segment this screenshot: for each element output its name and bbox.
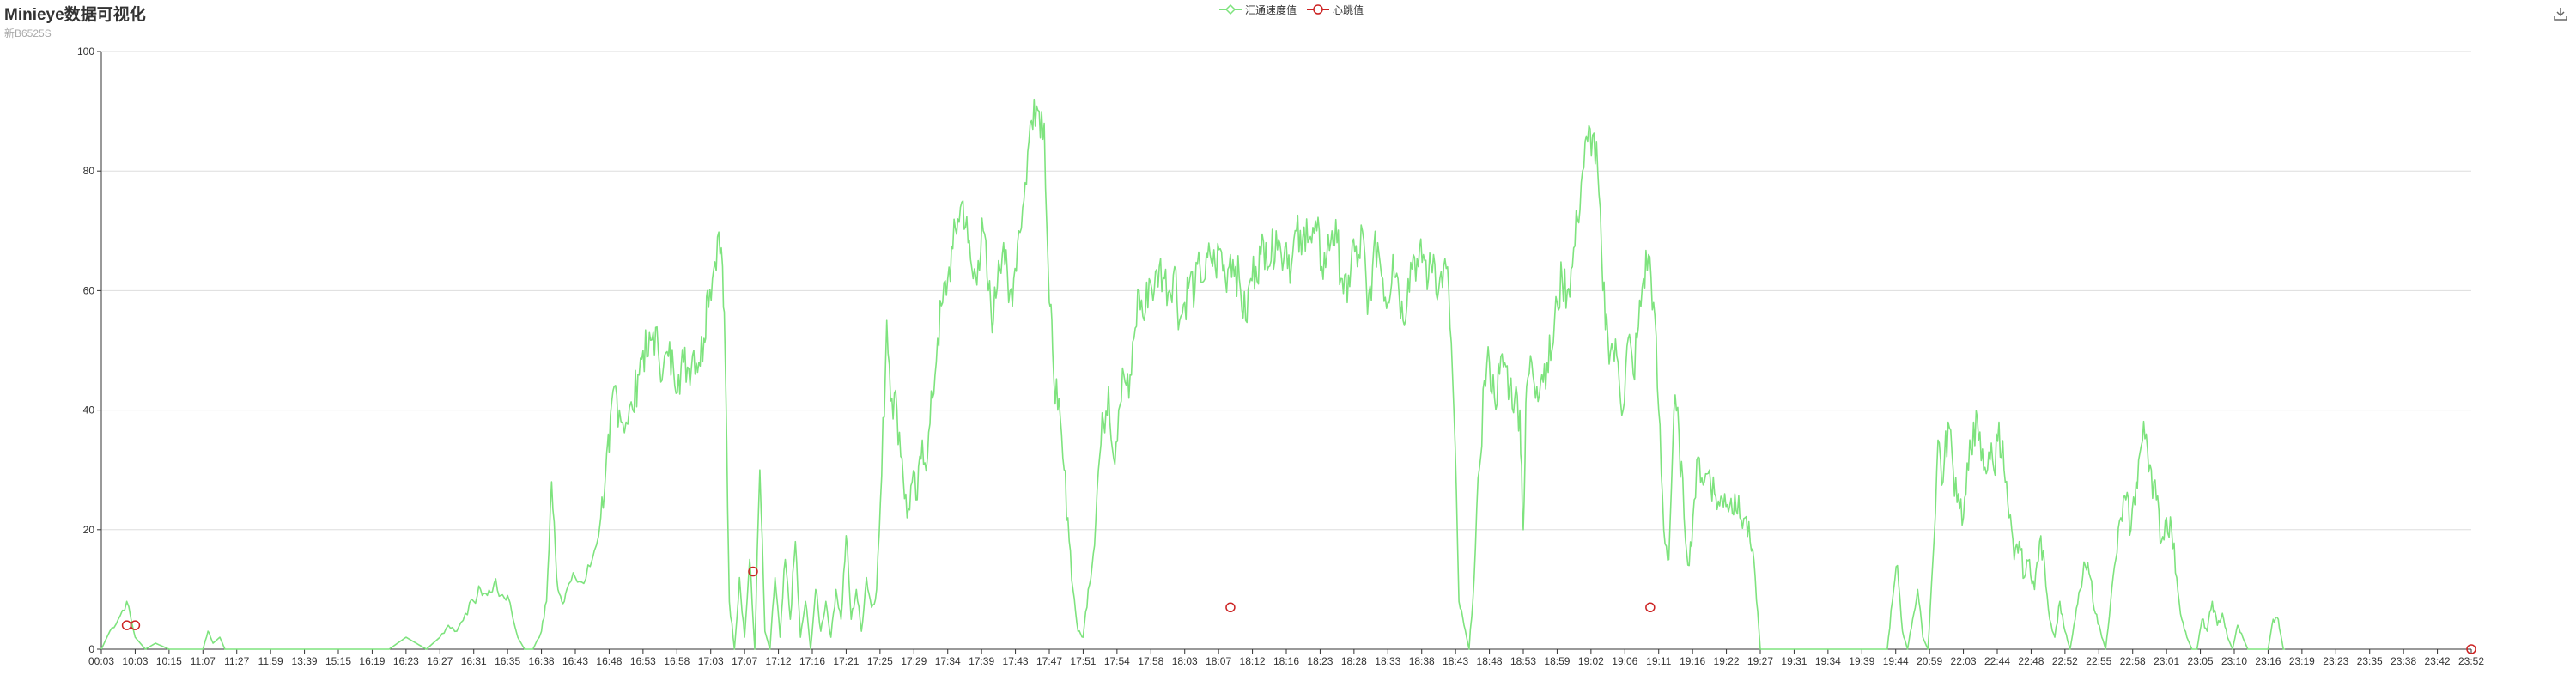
y-tick-label: 40 (83, 404, 95, 416)
x-tick-label: 16:23 (393, 655, 419, 667)
y-tick-label: 0 (88, 643, 94, 655)
x-tick-label: 22:03 (1951, 655, 1977, 667)
x-tick-label: 23:38 (2391, 655, 2416, 667)
legend-diamond-icon (1219, 3, 1242, 15)
x-tick-label: 18:07 (1206, 655, 1231, 667)
x-tick-label: 11:07 (191, 655, 216, 667)
x-tick-label: 16:58 (664, 655, 690, 667)
legend-item-speed[interactable]: 汇通速度值 (1219, 3, 1297, 17)
x-tick-label: 17:43 (1003, 655, 1029, 667)
x-tick-label: 23:42 (2425, 655, 2451, 667)
x-tick-label: 18:38 (1409, 655, 1435, 667)
page-subtitle: 新B6525S (4, 27, 52, 40)
x-tick-label: 23:35 (2357, 655, 2383, 667)
x-tick-label: 18:03 (1172, 655, 1198, 667)
x-tick-label: 15:15 (325, 655, 351, 667)
heartbeat-point (748, 566, 758, 577)
x-tick-label: 18:23 (1307, 655, 1333, 667)
x-tick-label: 10:03 (122, 655, 148, 667)
x-tick-label: 17:29 (901, 655, 927, 667)
x-tick-label: 18:12 (1240, 655, 1266, 667)
x-tick-label: 17:25 (867, 655, 893, 667)
x-tick-label: 19:27 (1747, 655, 1773, 667)
x-tick-label: 23:23 (2323, 655, 2348, 667)
heartbeat-point (2466, 644, 2476, 654)
x-tick-label: 19:16 (1680, 655, 1705, 667)
x-tick-label: 17:07 (732, 655, 757, 667)
x-tick-label: 23:19 (2289, 655, 2315, 667)
x-tick-label: 16:27 (427, 655, 453, 667)
x-tick-label: 17:16 (799, 655, 825, 667)
heartbeat-point (130, 620, 141, 630)
x-tick-label: 19:39 (1849, 655, 1874, 667)
x-tick-label: 16:48 (596, 655, 622, 667)
x-tick-label: 19:06 (1612, 655, 1637, 667)
x-tick-label: 19:44 (1883, 655, 1909, 667)
x-tick-label: 22:44 (1984, 655, 2010, 667)
heartbeat-point (1225, 602, 1236, 613)
x-tick-label: 17:34 (935, 655, 961, 667)
download-icon[interactable] (2552, 5, 2569, 22)
legend-circle-icon (1307, 4, 1330, 15)
x-tick-label: 23:05 (2188, 655, 2214, 667)
legend-label-speed: 汇通速度值 (1245, 3, 1297, 16)
x-tick-label: 18:53 (1510, 655, 1536, 667)
x-tick-label: 18:59 (1544, 655, 1570, 667)
legend-label-heartbeat: 心跳值 (1333, 3, 1364, 16)
x-tick-label: 16:35 (495, 655, 520, 667)
x-tick-label: 23:52 (2458, 655, 2484, 667)
x-tick-label: 17:39 (969, 655, 994, 667)
x-tick-label: 17:03 (698, 655, 724, 667)
heartbeat-point (121, 620, 132, 630)
x-tick-label: 11:27 (224, 655, 249, 667)
x-tick-label: 23:01 (2154, 655, 2179, 667)
y-tick-label: 20 (83, 524, 95, 536)
x-tick-label: 16:38 (529, 655, 555, 667)
x-tick-label: 19:22 (1714, 655, 1740, 667)
x-tick-label: 00:03 (88, 655, 114, 667)
legend-item-heartbeat[interactable]: 心跳值 (1307, 3, 1364, 17)
x-tick-label: 16:43 (562, 655, 588, 667)
x-tick-label: 22:58 (2120, 655, 2146, 667)
y-tick-label: 100 (77, 46, 94, 58)
x-tick-label: 16:19 (359, 655, 385, 667)
x-tick-label: 16:31 (461, 655, 487, 667)
x-tick-label: 17:54 (1104, 655, 1130, 667)
x-tick-label: 18:33 (1375, 655, 1400, 667)
series-line-speed (100, 98, 2286, 650)
x-tick-label: 18:43 (1443, 655, 1468, 667)
x-tick-label: 22:55 (2086, 655, 2111, 667)
x-tick-label: 19:31 (1781, 655, 1807, 667)
page-title: Minieye数据可视化 (4, 6, 146, 24)
x-tick-label: 17:51 (1070, 655, 1096, 667)
x-tick-label: 20:59 (1917, 655, 1942, 667)
heartbeat-point (1645, 602, 1656, 613)
x-tick-label: 11:59 (258, 655, 283, 667)
x-tick-label: 18:16 (1273, 655, 1299, 667)
x-tick-label: 23:16 (2255, 655, 2281, 667)
x-tick-label: 17:12 (766, 655, 792, 667)
x-tick-label: 19:02 (1578, 655, 1604, 667)
x-tick-label: 22:52 (2052, 655, 2078, 667)
x-tick-label: 19:34 (1815, 655, 1841, 667)
x-tick-label: 23:10 (2221, 655, 2247, 667)
y-tick-label: 60 (83, 284, 95, 296)
y-tick-label: 80 (83, 165, 95, 177)
x-tick-label: 10:15 (156, 655, 182, 667)
chart-legend: 汇通速度值 心跳值 (1219, 2, 1374, 17)
x-tick-label: 18:28 (1341, 655, 1367, 667)
x-tick-label: 16:53 (630, 655, 656, 667)
x-tick-label: 17:58 (1138, 655, 1163, 667)
x-tick-label: 22:48 (2018, 655, 2044, 667)
x-tick-label: 13:39 (292, 655, 318, 667)
x-tick-label: 18:48 (1477, 655, 1503, 667)
x-tick-label: 17:21 (833, 655, 859, 667)
x-tick-label: 17:47 (1036, 655, 1062, 667)
x-tick-label: 19:11 (1646, 655, 1671, 667)
